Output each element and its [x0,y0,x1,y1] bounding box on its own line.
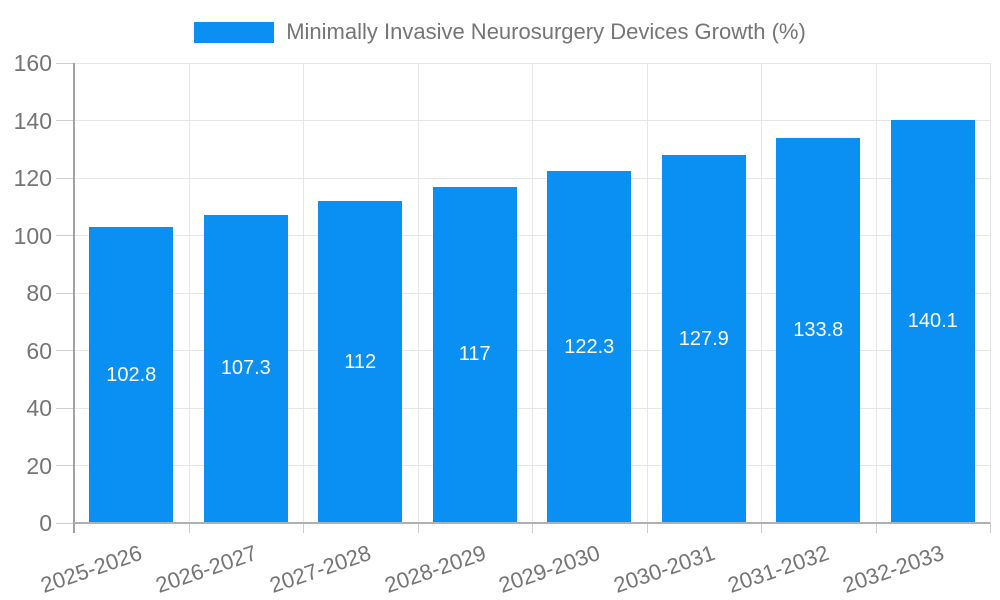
bar[interactable]: 133.8 [776,138,861,523]
x-axis-tick [303,523,304,533]
y-axis-tick-label: 100 [13,222,52,249]
chart-legend: Minimally Invasive Neurosurgery Devices … [0,20,1000,44]
bar-value-label: 140.1 [907,310,958,333]
x-axis-line [74,522,990,524]
bar-value-label: 127.9 [678,327,729,350]
y-axis-tick [56,120,74,121]
x-axis-tick [646,523,648,533]
bar[interactable]: 107.3 [203,214,288,523]
horizontal-gridline [74,350,990,351]
bar-value-label: 102.8 [106,363,157,386]
x-axis-tick [875,523,877,533]
x-axis-tick [188,523,190,533]
horizontal-gridline [74,62,990,64]
bar[interactable]: 140.1 [890,120,975,523]
x-axis-tick [761,523,762,533]
bar[interactable]: 122.3 [547,171,632,523]
y-axis-tick [56,407,74,409]
vertical-gridline [990,63,991,523]
bar-value-label: 133.8 [793,319,844,342]
x-axis-tick [417,523,419,533]
bar-value-label: 122.3 [564,335,615,358]
bar[interactable]: 117 [432,186,517,523]
y-axis-tick-label: 20 [26,452,52,479]
bar[interactable]: 127.9 [661,155,746,523]
y-axis-tick [56,350,74,351]
horizontal-gridline [74,407,990,409]
legend-series-label: Minimally Invasive Neurosurgery Devices … [286,19,806,44]
horizontal-gridline [74,465,990,466]
y-axis-tick [56,465,74,466]
y-axis-tick-label: 80 [26,280,52,306]
bar-value-label: 117 [458,343,491,366]
y-axis-tick-label: 40 [26,395,52,421]
legend-color-swatch-icon [194,21,275,43]
y-axis-tick [56,62,74,64]
y-axis-line [73,63,75,533]
y-axis-tick-label: 120 [13,165,52,191]
x-axis-tick [532,523,533,533]
y-axis-tick-label: 0 [39,510,52,536]
bar[interactable]: 112 [318,201,403,523]
y-axis-tick [56,522,74,524]
y-axis-tick [56,177,74,179]
y-axis-tick-label: 140 [13,107,52,134]
horizontal-gridline [74,120,990,121]
horizontal-gridline [74,177,990,179]
x-axis-tick [990,523,991,533]
bar[interactable]: 102.8 [89,227,174,523]
bar-value-label: 112 [344,350,377,373]
y-axis-tick-label: 60 [26,337,52,364]
y-axis-tick [56,235,74,236]
horizontal-gridline [74,235,990,236]
bar-value-label: 107.3 [220,357,271,380]
horizontal-gridline [74,292,990,294]
y-axis-tick [56,292,74,294]
y-axis-tick-label: 160 [13,50,52,76]
